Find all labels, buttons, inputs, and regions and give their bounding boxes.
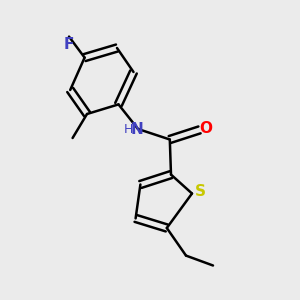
Text: S: S <box>195 184 206 200</box>
Text: F: F <box>64 37 74 52</box>
Text: O: O <box>200 121 213 136</box>
Text: N: N <box>130 122 143 137</box>
Text: H: H <box>124 123 133 136</box>
